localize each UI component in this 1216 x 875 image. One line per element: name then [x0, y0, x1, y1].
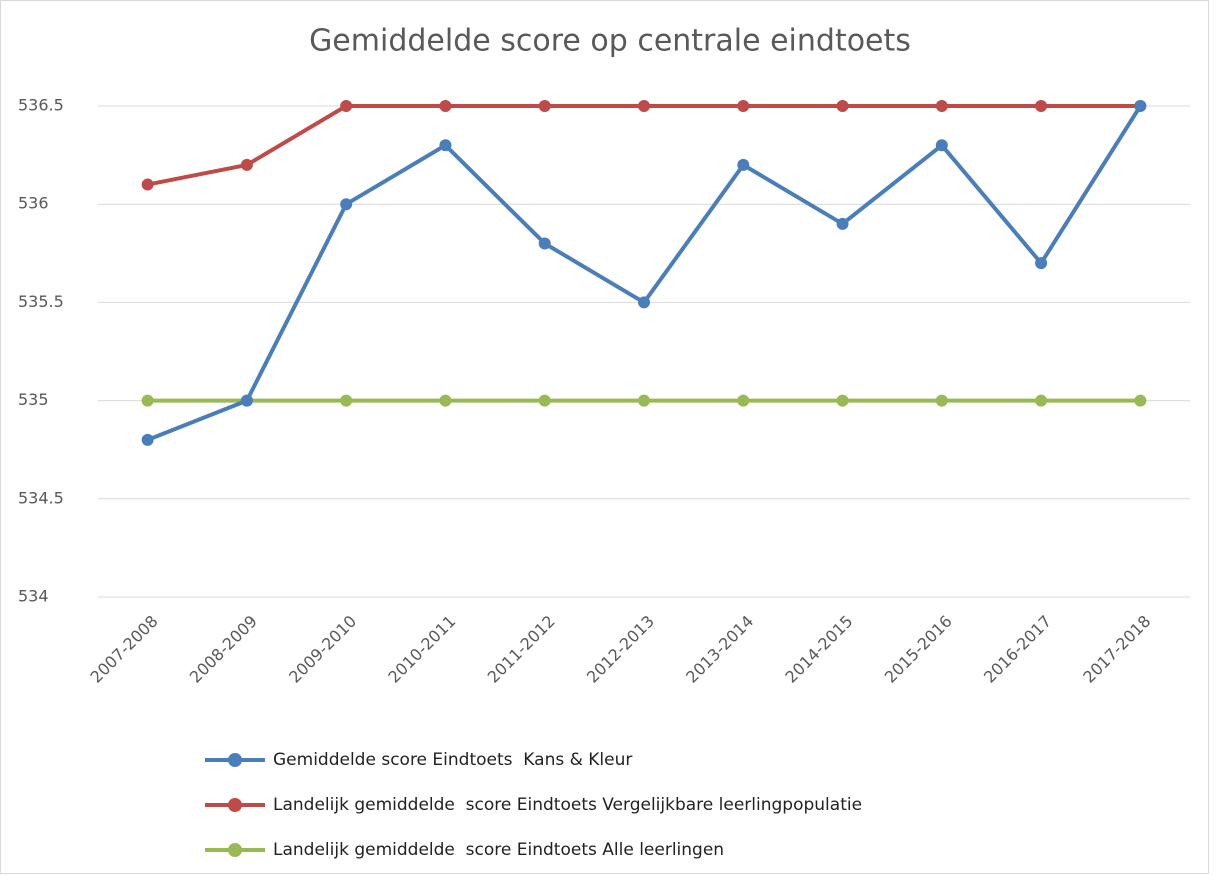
data-point	[1035, 100, 1048, 112]
data-point	[340, 198, 353, 211]
data-point	[935, 100, 948, 112]
data-point	[836, 217, 849, 230]
y-tick-label: 535	[18, 390, 49, 409]
y-tick-label: 536.5	[18, 96, 64, 115]
data-point	[935, 394, 948, 407]
data-point	[240, 158, 253, 171]
data-point	[737, 100, 750, 112]
chart-title: Gemiddelde score op centrale eindtoets	[309, 24, 911, 59]
data-point	[141, 178, 154, 191]
data-point	[935, 139, 948, 152]
legend-marker	[228, 798, 242, 812]
data-point	[439, 100, 452, 112]
legend-marker	[228, 753, 242, 767]
data-point	[538, 394, 551, 407]
data-point	[141, 433, 154, 446]
data-point	[141, 394, 154, 407]
data-point	[439, 394, 452, 407]
data-point	[1134, 394, 1147, 407]
data-point	[836, 394, 849, 407]
data-point	[538, 237, 551, 250]
data-point	[439, 139, 452, 152]
data-point	[340, 394, 353, 407]
y-tick-label: 536	[18, 194, 49, 213]
data-point	[836, 100, 849, 112]
data-point	[638, 394, 650, 407]
legend-marker	[228, 843, 242, 857]
data-point	[638, 100, 650, 112]
legend-label: Gemiddelde score Eindtoets Kans & Kleur	[273, 750, 632, 770]
data-point	[737, 158, 750, 171]
y-tick-label: 534.5	[18, 488, 64, 507]
y-tick-label: 535.5	[18, 292, 64, 311]
data-point	[1035, 394, 1048, 407]
data-point	[638, 296, 650, 309]
data-point	[737, 394, 750, 407]
data-point	[1134, 100, 1147, 112]
data-point	[240, 394, 253, 407]
y-tick-label: 534	[18, 587, 49, 606]
legend-label: Landelijk gemiddelde score Eindtoets All…	[273, 840, 724, 860]
data-point	[538, 100, 551, 112]
legend-label: Landelijk gemiddelde score Eindtoets Ver…	[273, 795, 862, 815]
data-point	[340, 100, 353, 112]
data-point	[1035, 257, 1048, 270]
